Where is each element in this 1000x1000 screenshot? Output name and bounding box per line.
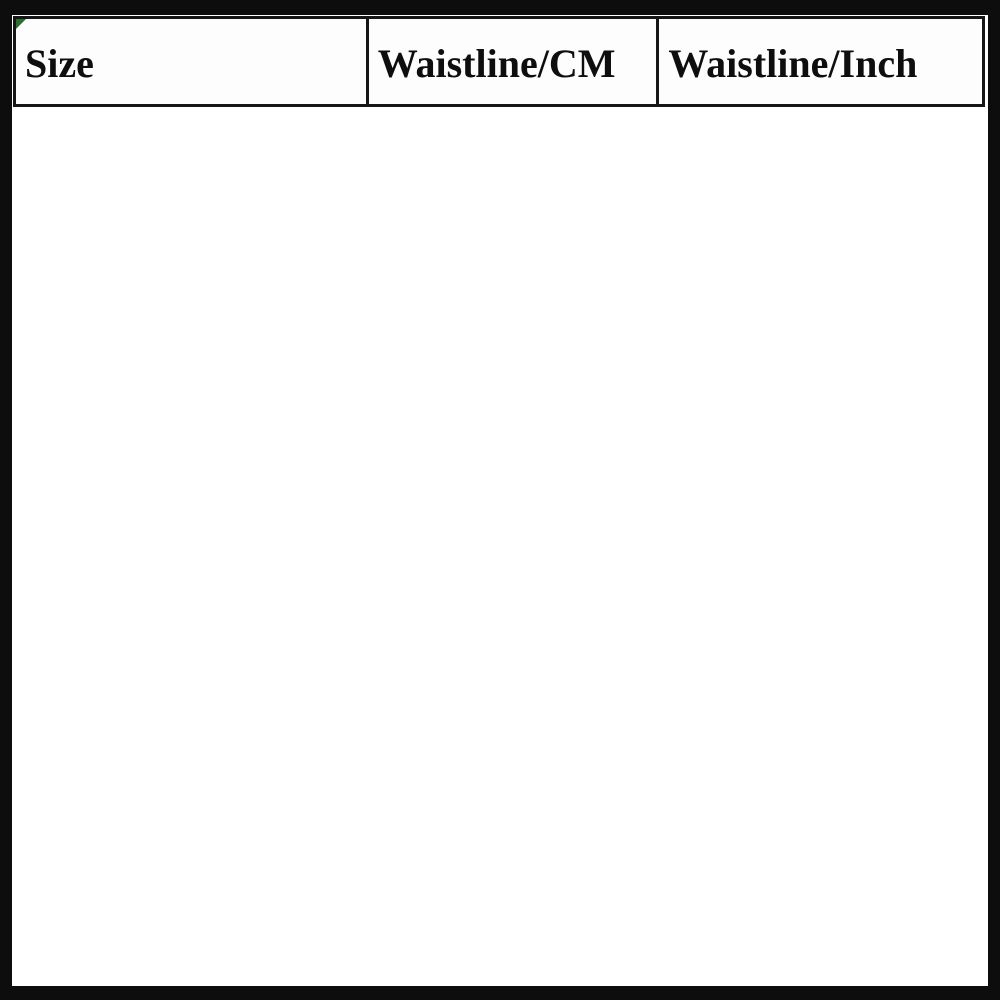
table-row — [15, 346, 984, 426]
table-body — [15, 106, 984, 986]
header-cell-waistline-inch: Waistline/Inch — [656, 16, 985, 107]
header-waistline-inch-label: Waistline/Inch — [668, 40, 918, 86]
table-header: Size Waistline/CM Waistline/Inch — [13, 16, 985, 107]
table-row — [15, 506, 984, 586]
table-row — [15, 266, 984, 346]
table-row — [15, 826, 984, 906]
size-chart-frame: Size Waistline/CM Waistline/Inch — [12, 15, 988, 986]
table-row — [15, 906, 984, 986]
header-row: Size Waistline/CM Waistline/Inch — [13, 16, 985, 107]
header-size-label: Size — [25, 40, 94, 86]
header-cell-size: Size — [13, 16, 369, 107]
table-row — [15, 186, 984, 266]
header-cell-waistline-cm: Waistline/CM — [365, 16, 660, 107]
cell-corner-marker-icon — [17, 20, 26, 29]
table-row — [15, 586, 984, 666]
size-chart-table: Size Waistline/CM Waistline/Inch — [13, 16, 985, 986]
table-row — [15, 106, 984, 186]
header-waistline-cm-label: Waistline/CM — [377, 40, 616, 86]
table-row — [15, 426, 984, 506]
table-row — [15, 666, 984, 746]
table-row — [15, 746, 984, 826]
